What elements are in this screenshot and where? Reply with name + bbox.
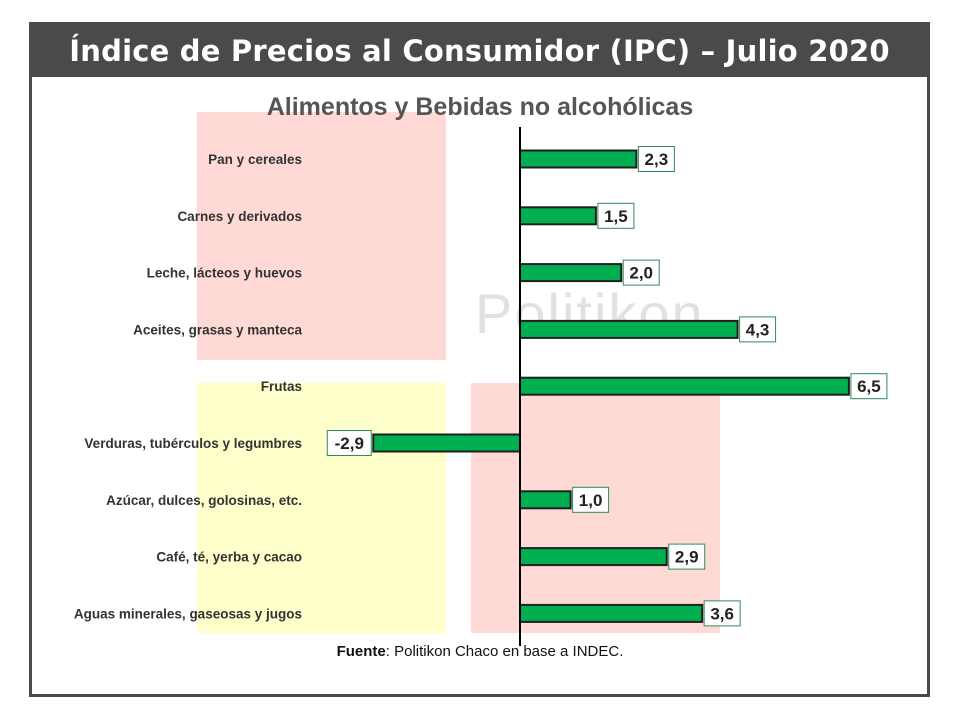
category-label-6: Verduras, tubérculos y legumbres [84,436,302,451]
category-label-2: Carnes y derivados [177,209,302,224]
bar-1 [519,149,638,169]
value-label-9: 3,6 [710,604,734,623]
source-text: : Politikon Chaco en base a INDEC. [385,643,624,660]
page-title: Índice de Precios al Consumidor (IPC) – … [32,25,927,77]
bar-7 [519,490,572,510]
bar-9 [519,603,704,623]
value-label-2: 1,5 [604,207,628,226]
value-label-box-1 [637,146,675,172]
value-label-box-4 [739,316,777,343]
value-label-box-5 [850,373,888,400]
bar-2 [519,206,597,226]
bars-group [372,149,850,623]
bar-5 [519,376,850,396]
value-label-7: 1,0 [579,491,603,510]
value-label-box-6 [326,430,372,456]
category-label-1: Pan y cereales [208,152,302,167]
logo-watermark-blocks [197,112,720,633]
logo-block-top-left [197,112,446,360]
bar-3 [519,263,623,283]
value-labels-group: 2,3 1,5 2,0 4,3 6,5 -2,9 1,0 2,9 3,6 [326,146,888,627]
category-labels-group: Pan y cereales Carnes y derivados Leche, l… [74,152,303,621]
value-label-4: 4,3 [746,320,770,339]
value-label-5: 6,5 [857,377,881,396]
category-label-9: Aguas minerales, gaseosas y jugos [74,606,302,621]
value-label-6: -2,9 [335,434,364,453]
category-label-5: Frutas [261,379,302,394]
chart-title: Alimentos y Bebidas no alcohólicas [267,93,694,121]
value-label-box-7 [572,486,610,513]
source-note: Fuente: Politikon Chaco en base a INDEC. [0,643,960,660]
value-label-box-2 [597,202,635,229]
source-label: Fuente [336,643,386,660]
logo-block-bottom-left [197,383,446,633]
value-label-box-9 [703,600,741,627]
value-label-box-3 [622,259,660,286]
value-label-1: 2,3 [645,150,669,169]
value-label-box-8 [668,543,706,570]
category-label-7: Azúcar, dulces, golosinas, etc. [106,493,302,508]
category-label-8: Café, té, yerba y cacao [156,550,302,565]
bar-4 [519,319,739,339]
value-label-8: 2,9 [675,548,699,567]
category-label-4: Aceites, grasas y manteca [133,322,302,337]
value-label-3: 2,0 [629,264,653,283]
bar-8 [519,547,668,567]
bar-6 [372,433,522,453]
category-label-3: Leche, lácteos y huevos [147,266,302,281]
